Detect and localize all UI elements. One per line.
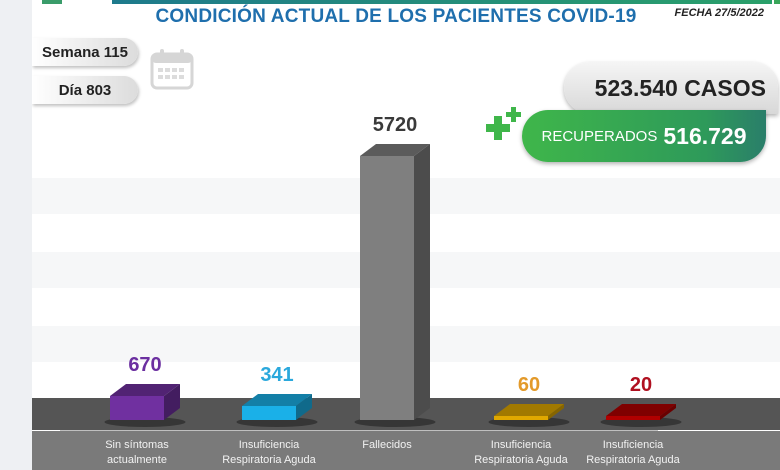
top-accent-right	[774, 0, 780, 4]
page-title-text: CONDICIÓN ACTUAL DE LOS PACIENTES COVID-…	[155, 6, 637, 27]
data-label-3: 60	[517, 374, 541, 396]
x-tick-label-1: Insuficiencia Respiratoria Aguda	[199, 438, 339, 468]
data-label-1: 341	[260, 364, 294, 386]
top-accent-bar	[112, 0, 772, 4]
date-label: FECHA 27/5/2022	[674, 7, 764, 19]
x-tick-line: actualmente	[107, 454, 167, 466]
recovered-label: RECUPERADOS	[541, 127, 658, 145]
bar-side	[164, 384, 180, 420]
bar-front	[242, 406, 296, 420]
day-badge: Día 803	[32, 76, 138, 104]
recovered-value: 516.729	[663, 122, 747, 149]
bar-2	[354, 144, 436, 427]
bar-front	[360, 156, 414, 420]
bar-3	[488, 404, 570, 427]
bar-top	[606, 404, 676, 416]
chart-axis-line	[60, 430, 658, 431]
x-tick-label-4: Insuficiencia Respiratoria Aguda	[563, 438, 703, 468]
bar-side	[660, 404, 676, 420]
x-tick-line: Respiratoria Aguda	[222, 454, 316, 466]
bar-side	[414, 144, 430, 420]
bar-top	[110, 384, 180, 396]
bar-top	[360, 144, 430, 156]
bar-front	[606, 416, 660, 420]
bar-top	[494, 404, 564, 416]
x-tick-label-0: Sin síntomas actualmente	[67, 438, 207, 468]
x-tick-line: Insuficiencia	[490, 439, 552, 451]
chart-label-band	[32, 431, 780, 470]
bar-chart	[104, 144, 682, 427]
data-label-4: 20	[629, 374, 653, 396]
x-tick-line: Respiratoria Aguda	[474, 454, 568, 466]
week-badge: Semana 115	[32, 38, 138, 66]
data-label-0: 670	[128, 354, 162, 376]
bar-front	[494, 416, 548, 420]
data-label-2: 5720	[372, 114, 418, 136]
plus-icon	[486, 107, 521, 140]
bar-4	[600, 404, 682, 427]
x-tick-label-2: Fallecidos	[317, 438, 457, 453]
page-title: CONDICIÓN ACTUAL DE LOS PACIENTES COVID-…	[32, 6, 780, 28]
bar-side	[548, 404, 564, 420]
x-tick-line: Insuficiencia	[602, 439, 664, 451]
x-tick-label-3: Insuficiencia Respiratoria Aguda	[451, 438, 591, 468]
bar-top	[242, 394, 312, 406]
bar-1	[236, 394, 318, 427]
x-tick-line: Fallecidos	[362, 439, 412, 451]
infographic: CONDICIÓN ACTUAL DE LOS PACIENTES COVID-…	[32, 0, 780, 470]
total-cases-badge: 523.540 CASOS	[564, 62, 778, 114]
calendar-icon	[150, 49, 194, 90]
bar-front	[110, 396, 164, 420]
bar-side	[296, 394, 312, 420]
x-tick-line: Respiratoria Aguda	[586, 454, 680, 466]
x-tick-line: Insuficiencia	[238, 439, 300, 451]
bar-0	[104, 384, 186, 427]
recovered-badge: RECUPERADOS 516.729	[522, 110, 766, 162]
left-margin	[0, 0, 32, 470]
x-tick-line: Sin síntomas	[105, 439, 169, 451]
top-accent-left	[42, 0, 62, 4]
